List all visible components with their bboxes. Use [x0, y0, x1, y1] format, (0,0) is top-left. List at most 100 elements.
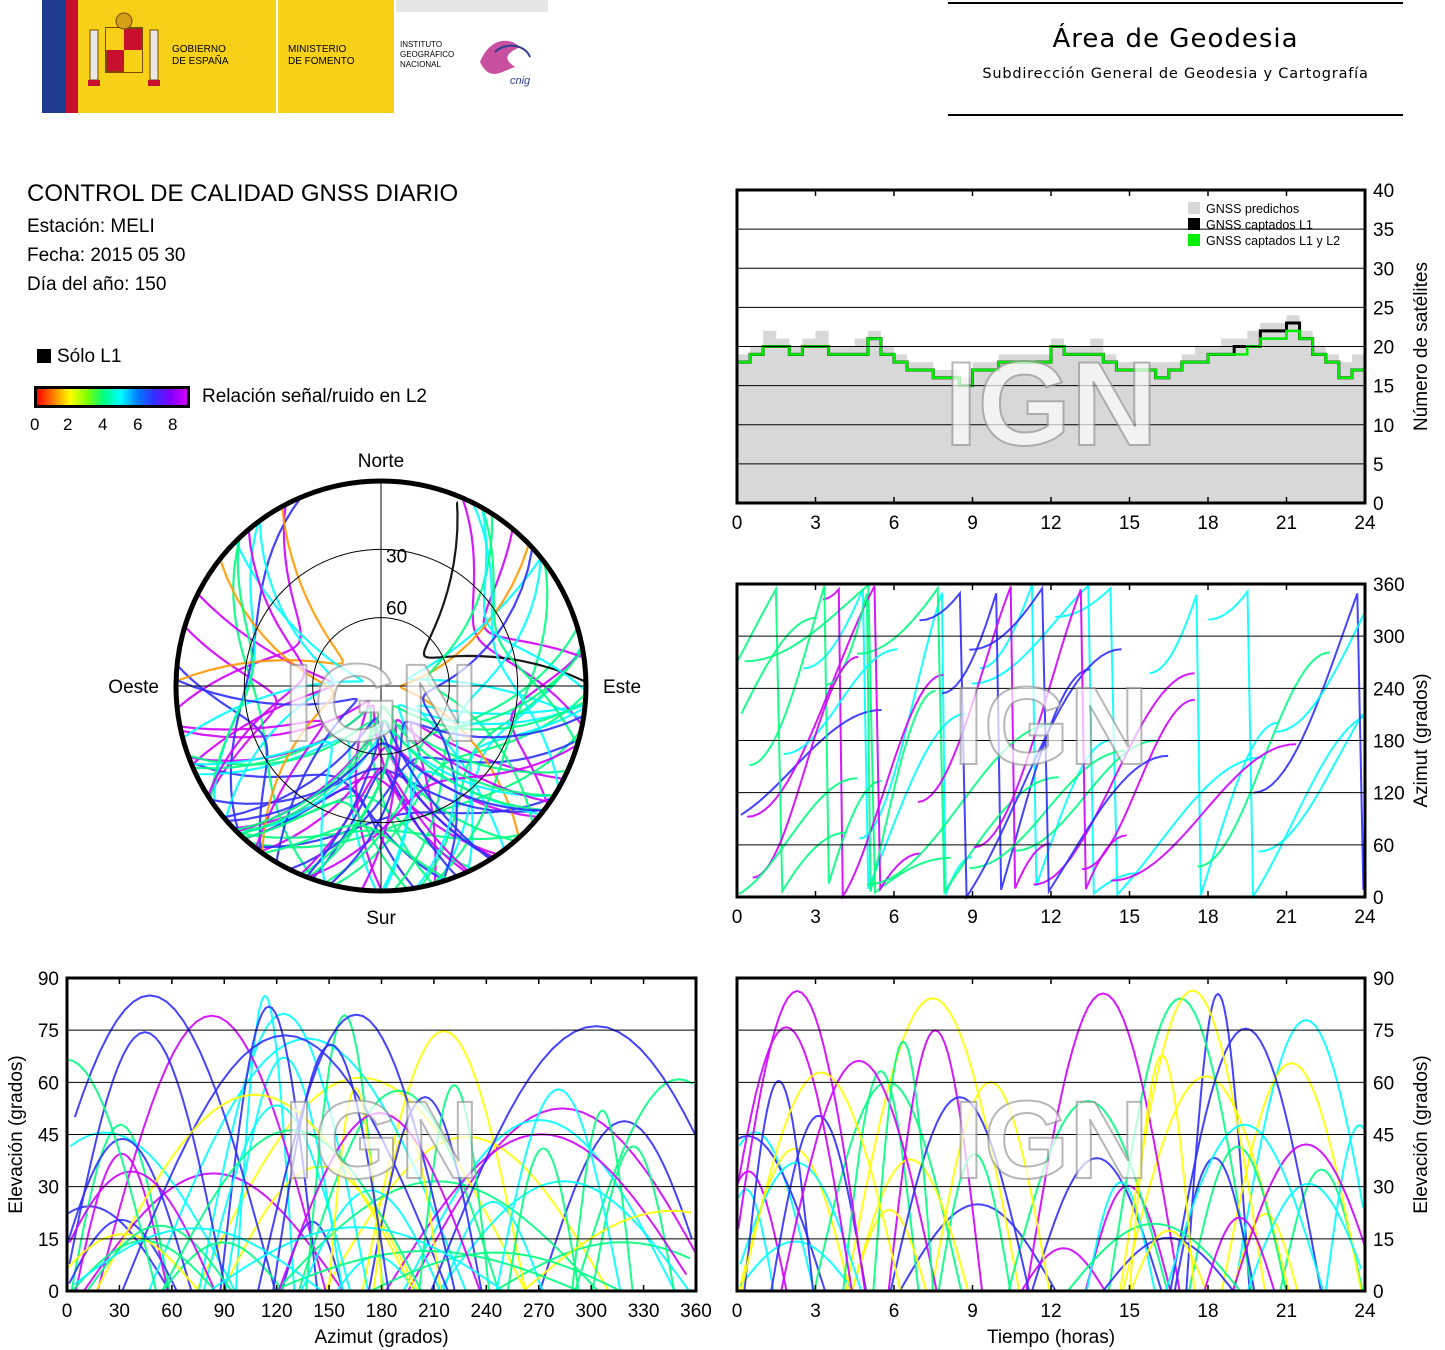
- satellite-track: [1246, 1182, 1363, 1292]
- solo-l1-legend: Sólo L1: [37, 346, 121, 368]
- y-tick-label: 15: [38, 1230, 59, 1251]
- satellite-track: [96, 1014, 327, 1292]
- x-tick-label: 0: [62, 1301, 73, 1322]
- satellite-track: [571, 1109, 634, 1292]
- cnig-text: cnig: [510, 75, 531, 87]
- satellite-track: [221, 1165, 419, 1292]
- satellite-track: [323, 1135, 610, 1292]
- satellite-track: [425, 513, 535, 824]
- satellite-track: [743, 1079, 815, 1292]
- x-tick-label: 270: [523, 1301, 555, 1322]
- satellite-track: [184, 625, 278, 798]
- satellite-track: [180, 699, 383, 892]
- direction-label-south: Sur: [366, 908, 396, 929]
- satellite-track: [407, 557, 584, 721]
- y-tick-label: 240: [1373, 679, 1405, 700]
- y-tick-label: 35: [1373, 220, 1394, 241]
- gobierno-text: GOBIERNO DE ESPAÑA: [172, 44, 229, 67]
- satellite-track: [329, 714, 585, 886]
- x-axis-label: Tiempo (horas): [987, 1327, 1115, 1348]
- report-title: CONTROL DE CALIDAD GNSS DIARIO: [27, 180, 459, 207]
- y-tick-label: 30: [1373, 1178, 1394, 1199]
- area-geodesia-banner: Área de Geodesia Subdirección General de…: [948, 2, 1403, 116]
- satellite-track: [1275, 612, 1366, 733]
- y-tick-label: 15: [1373, 1230, 1394, 1251]
- satellite-track: [1025, 992, 1181, 1292]
- satellite-track: [243, 800, 409, 891]
- snr-tick-8: 8: [168, 415, 178, 434]
- direction-label-east: Este: [603, 677, 641, 698]
- satellite-track: [1129, 1229, 1208, 1292]
- y-axis-label: Número de satélites: [1411, 262, 1432, 431]
- plot-frame: [65, 976, 698, 1293]
- satellite-track: [1007, 1099, 1169, 1292]
- y-tick-label: 300: [1373, 627, 1405, 648]
- satellite-track: [481, 507, 587, 692]
- satellite-track: [973, 588, 1127, 890]
- y-tick-label: 60: [1373, 1073, 1394, 1094]
- snr-tick-6: 6: [133, 415, 143, 434]
- x-tick-label: 0: [732, 513, 743, 534]
- x-tick-label: 0: [732, 1301, 743, 1322]
- satellite-track: [272, 1043, 390, 1292]
- watermark: IGN: [944, 337, 1157, 471]
- satellite-track: [783, 648, 898, 755]
- x-tick-label: 210: [418, 1301, 450, 1322]
- x-tick-label: 15: [1119, 513, 1140, 534]
- x-tick-label: 15: [1119, 907, 1140, 928]
- satellite-track: [175, 506, 344, 683]
- satellite-track: [1324, 1124, 1365, 1292]
- satellite-track: [206, 529, 306, 797]
- solo-l1-label: Sólo L1: [57, 346, 122, 367]
- y-tick-label: 45: [1373, 1126, 1394, 1147]
- satellite-track: [851, 1208, 928, 1292]
- satellite-track: [1197, 651, 1330, 868]
- satellite-track: [1111, 743, 1297, 882]
- snr-tick-0: 0: [30, 415, 40, 434]
- chart-panel-elevation-time: 0 15 30 45 60 75 90 0 3 6 9 12 15 18 21 24 Tiempo (horas…: [732, 969, 1432, 1348]
- satellite-track: [1085, 1181, 1156, 1292]
- satellite-track: [1188, 1145, 1287, 1292]
- y-tick-label: 0: [1373, 494, 1384, 515]
- satellite-track: [257, 1013, 456, 1292]
- y-tick-label: 120: [1373, 784, 1405, 805]
- snr-tick-4: 4: [98, 415, 108, 434]
- x-tick-label: 0: [732, 907, 743, 928]
- x-tick-label: 9: [967, 907, 978, 928]
- satellite-track: [277, 1111, 481, 1292]
- chart-panel-skyplot: Norte Sur Este Oeste 30 60: [108, 451, 641, 929]
- satellite-track: [738, 777, 858, 895]
- satellite-track: [574, 1078, 694, 1292]
- satellite-track: [73, 1227, 323, 1292]
- x-tick-label: 180: [366, 1301, 398, 1322]
- skyplot-border: [173, 478, 589, 894]
- satellite-track: [431, 562, 549, 886]
- x-tick-label: 60: [161, 1301, 182, 1322]
- satellite-track: [866, 723, 1055, 886]
- satellite-track: [495, 1088, 622, 1292]
- satellite-track: [737, 989, 866, 1292]
- y-tick-label: 75: [1373, 1021, 1394, 1042]
- satellite-track: [1033, 672, 1195, 886]
- satellite-track: [301, 700, 586, 876]
- y-tick-label: 180: [1373, 732, 1405, 753]
- y-tick-label: 5: [1373, 455, 1384, 476]
- satellite-track: [917, 586, 1051, 889]
- satellite-track: [740, 616, 817, 715]
- satellite-track: [1253, 593, 1365, 890]
- y-tick-label: 90: [38, 969, 59, 990]
- y-tick-label: 90: [1373, 969, 1394, 990]
- satellite-track: [208, 1226, 505, 1292]
- satellite-track: [941, 592, 1091, 891]
- satellite-track: [360, 718, 551, 891]
- satellite-track: [506, 1147, 580, 1292]
- x-tick-label: 12: [1040, 513, 1061, 534]
- x-tick-label: 3: [810, 513, 821, 534]
- satellite-track: [746, 585, 922, 893]
- satellite-track: [1054, 586, 1263, 897]
- satellite-track: [740, 1071, 902, 1292]
- y-tick-label: 45: [38, 1126, 59, 1147]
- satellite-track: [736, 585, 847, 895]
- chart-panel-satellites: 0 5 10 15 20 25 30 35 40 0 3 6 9 12 15 18 21 24 Número de …: [732, 181, 1432, 534]
- satellite-track: [1258, 713, 1364, 853]
